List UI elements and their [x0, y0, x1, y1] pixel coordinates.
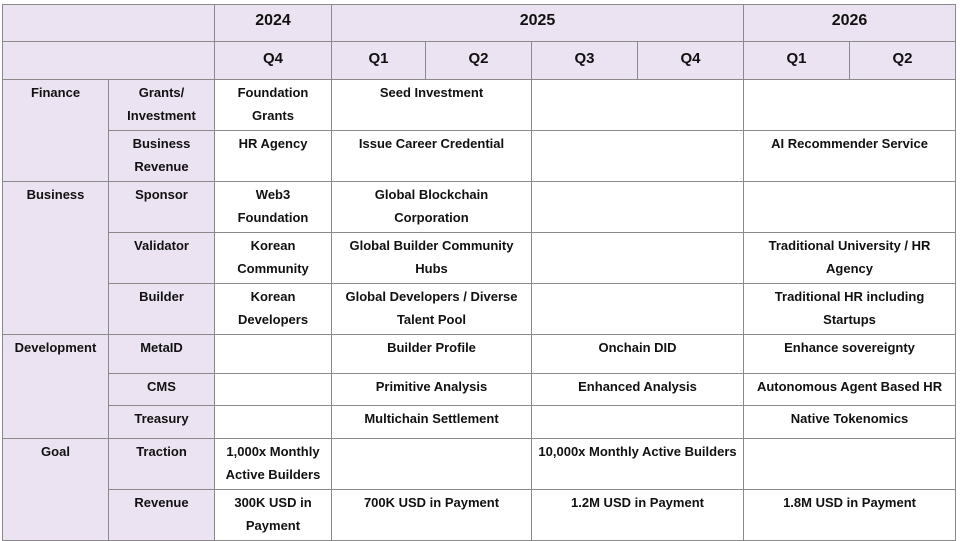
cell-2025-h2 — [530, 130, 745, 182]
roadmap-table: 2024 2025 2026 Q4 Q1 Q2 Q3 Q4 Q1 Q2 Fina… — [2, 4, 957, 541]
cell-2025-h2 — [530, 232, 745, 284]
cell-2024-q4: 1,000x Monthly Active Builders — [214, 438, 332, 490]
quarter-2025-q1: Q1 — [331, 41, 426, 80]
table-row: Business Revenue HR Agency Issue Career … — [3, 130, 957, 182]
row-label: Builder — [108, 283, 215, 335]
cell-2026-h1: Native Tokenomics — [743, 405, 957, 439]
row-label: Revenue — [108, 489, 215, 541]
quarter-header-row: Q4 Q1 Q2 Q3 Q4 Q1 Q2 — [2, 41, 957, 80]
cell-2026-h1: Traditional HR including Startups — [743, 283, 957, 335]
cell-2025-h2 — [530, 181, 745, 233]
corner-cell — [2, 4, 215, 42]
row-label: Traction — [108, 438, 215, 490]
year-2026: 2026 — [743, 4, 957, 42]
quarter-2025-q4: Q4 — [636, 41, 745, 80]
cell-2025-h1: Multichain Settlement — [331, 405, 532, 439]
cell-2025-h1: Global Blockchain Corporation — [331, 181, 532, 233]
cell-2025-h1: Builder Profile — [331, 334, 532, 374]
quarter-2026-q2: Q2 — [849, 41, 957, 80]
cell-2025-h2 — [530, 405, 745, 439]
cell-2024-q4 — [214, 373, 332, 406]
table-row: Validator Korean Community Global Builde… — [3, 232, 957, 284]
table-row: CMS Primitive Analysis Enhanced Analysis… — [3, 373, 957, 406]
cell-2025-h1: Seed Investment — [331, 79, 532, 131]
year-header-row: 2024 2025 2026 — [2, 4, 957, 42]
cell-2025-h2: Enhanced Analysis — [530, 373, 745, 406]
cell-2025-h1 — [331, 438, 532, 490]
cell-2024-q4: HR Agency — [214, 130, 332, 182]
cell-2026-h1: AI Recommender Service — [743, 130, 957, 182]
cell-2025-h1: Global Developers / Diverse Talent Pool — [331, 283, 532, 335]
row-label: CMS — [108, 373, 215, 406]
cell-2025-h2 — [530, 283, 745, 335]
table-row: Development MetaID Builder Profile Oncha… — [2, 334, 957, 439]
cell-2025-h2: Onchain DID — [530, 334, 745, 374]
cell-2025-h1: Global Builder Community Hubs — [331, 232, 532, 284]
group-label-goal: Goal — [2, 438, 109, 541]
row-label: Grants/ Investment — [108, 79, 215, 131]
cell-2026-h1 — [743, 438, 957, 490]
cell-2024-q4: Foundation Grants — [214, 79, 332, 131]
table-row: Builder Korean Developers Global Develop… — [3, 283, 957, 335]
group-label-finance: Finance — [2, 79, 109, 182]
year-2025: 2025 — [330, 4, 745, 42]
table-row: Revenue 300K USD in Payment 700K USD in … — [3, 489, 957, 541]
quarter-2025-q3: Q3 — [531, 41, 638, 80]
cell-2026-h1 — [743, 181, 957, 233]
cell-2026-h1: 1.8M USD in Payment — [743, 489, 957, 541]
cell-2025-h2: 1.2M USD in Payment — [530, 489, 745, 541]
cell-2025-h1: Issue Career Credential — [331, 130, 532, 182]
year-2024: 2024 — [214, 4, 332, 42]
cell-2025-h1: Primitive Analysis — [331, 373, 532, 406]
row-label: Validator — [108, 232, 215, 284]
table-row: Treasury Multichain Settlement Native To… — [3, 405, 957, 439]
group-label-business: Business — [2, 181, 109, 335]
group-label-development: Development — [2, 334, 109, 439]
cell-2026-h1: Autonomous Agent Based HR — [743, 373, 957, 406]
cell-2024-q4 — [214, 334, 332, 374]
row-label: MetaID — [108, 334, 215, 374]
quarter-2025-q2: Q2 — [425, 41, 532, 80]
table-row: Goal Traction 1,000x Monthly Active Buil… — [2, 438, 957, 541]
row-label: Business Revenue — [108, 130, 215, 182]
cell-2024-q4 — [214, 405, 332, 439]
cell-2026-h1: Traditional University / HR Agency — [743, 232, 957, 284]
table-row: Finance Grants/ Investment Foundation Gr… — [2, 79, 957, 182]
quarter-2024-q4: Q4 — [214, 41, 332, 80]
row-label: Treasury — [108, 405, 215, 439]
row-label: Sponsor — [108, 181, 215, 233]
cell-2024-q4: 300K USD in Payment — [214, 489, 332, 541]
cell-2024-q4: Korean Community — [214, 232, 332, 284]
cell-2024-q4: Korean Developers — [214, 283, 332, 335]
cell-2025-h2: 10,000x Monthly Active Builders — [530, 438, 745, 490]
cell-2024-q4: Web3 Foundation — [214, 181, 332, 233]
quarter-2026-q1: Q1 — [743, 41, 851, 80]
cell-2026-h1: Enhance sovereignty — [743, 334, 957, 374]
cell-2025-h1: 700K USD in Payment — [331, 489, 532, 541]
cell-2026-h1 — [743, 79, 957, 131]
table-row: Business Sponsor Web3 Foundation Global … — [2, 181, 957, 335]
corner-cell — [2, 41, 215, 80]
cell-2025-h2 — [530, 79, 745, 131]
